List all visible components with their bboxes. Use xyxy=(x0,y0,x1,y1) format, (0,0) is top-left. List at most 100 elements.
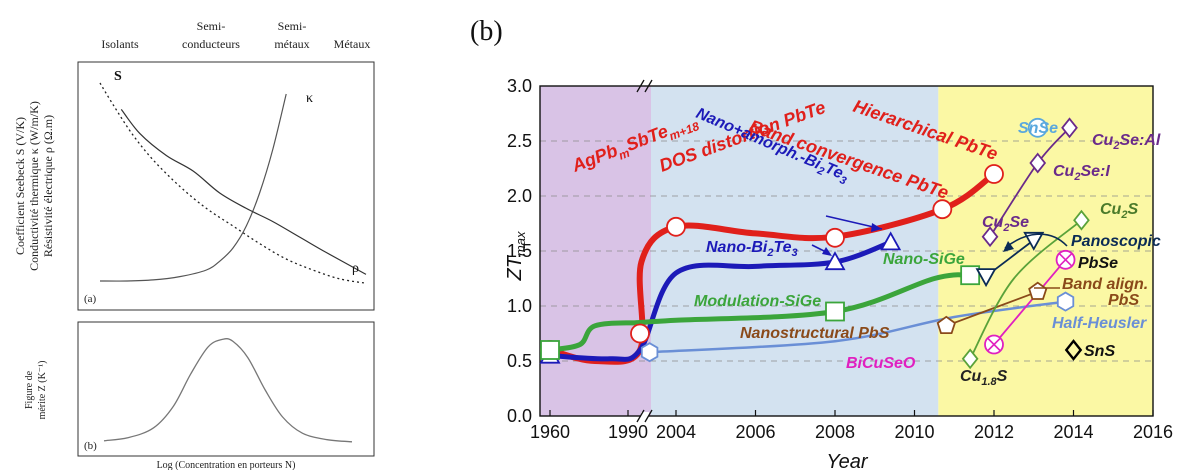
data-point xyxy=(666,216,686,237)
ylabel-z-2: mérite Z (K⁻¹) xyxy=(37,361,48,420)
label-band-align: Band align. xyxy=(1062,276,1148,293)
label-cu2se-al: Cu2Se:Al xyxy=(1092,132,1161,152)
y-axis-label: ZTmax xyxy=(504,231,528,281)
label-band-align-pbs: PbS xyxy=(1108,292,1139,309)
panel-a-frame xyxy=(77,61,375,311)
x-tick-label: 2010 xyxy=(894,422,934,442)
label-cu2se: Cu2Se xyxy=(982,214,1029,234)
x-tick-label: 2004 xyxy=(656,422,696,442)
data-point xyxy=(1023,231,1045,251)
panel-a: Isolants Semi- conducteurs Semi- métaux … xyxy=(13,19,375,311)
label-panoscopic: Panoscopic xyxy=(1071,233,1161,250)
data-point xyxy=(825,227,845,248)
region-label-semimetaux-1: Semi- xyxy=(278,19,307,33)
panel-b-left-label: (b) xyxy=(84,440,97,452)
x-tick-label: 2008 xyxy=(815,422,855,442)
y-tick-label: 2.0 xyxy=(507,186,532,206)
data-point xyxy=(936,315,956,335)
xlabel-concentration: Log (Concentration en porteurs N) xyxy=(157,460,296,470)
data-point-cross xyxy=(987,337,1001,352)
curve-label-rho: ρ xyxy=(352,261,359,276)
curve-kappa xyxy=(99,93,287,282)
trend-half-heusler xyxy=(648,300,1067,354)
data-point xyxy=(630,323,650,344)
axis-break-gap xyxy=(641,412,649,422)
data-point xyxy=(984,164,1004,184)
data-point xyxy=(640,342,659,363)
curve-rho xyxy=(120,109,367,275)
trend-sige xyxy=(547,272,973,353)
label-nanostructural-pbs: Nanostructural PbS xyxy=(740,325,890,342)
y-tick-label: 1.5 xyxy=(507,241,532,261)
region-label-semimetaux-2: métaux xyxy=(274,37,309,51)
label-cu18s: Cu1.8S xyxy=(960,368,1008,388)
label-bicuseo: BiCuSeO xyxy=(846,355,916,372)
panel-right-label: (b) xyxy=(470,16,503,47)
region-label-semiconducteurs-2: conducteurs xyxy=(182,37,240,51)
axes xyxy=(539,79,1154,423)
x-tick-label: 2016 xyxy=(1133,422,1173,442)
x-tick-label: 2006 xyxy=(735,422,775,442)
label-sns: SnS xyxy=(1084,343,1115,360)
arrow-head-nano-amorph xyxy=(871,223,882,232)
x-axis-label: Year xyxy=(826,451,868,470)
label-nano-sige: Nano-SiGe xyxy=(883,251,965,268)
x-tick-label: 1990 xyxy=(608,422,648,442)
curve-label-kappa: κ xyxy=(306,91,313,106)
y-tick-label: 0.0 xyxy=(507,406,532,426)
data-point xyxy=(1027,117,1048,138)
label-modulation-sige: Modulation-SiGe xyxy=(694,293,821,310)
panel-b-left: (b) Figure de mérite Z (K⁻¹) Log (Concen… xyxy=(24,321,375,470)
axis-break-mark xyxy=(644,79,653,93)
data-point xyxy=(540,340,560,360)
region-label-semiconducteurs-1: Semi- xyxy=(197,19,226,33)
y-tick-label: 0.5 xyxy=(507,351,532,371)
ylabel-rho: Résistivité électrique ρ (Ω.m) xyxy=(41,115,55,257)
y-tick-label: 2.5 xyxy=(507,131,532,151)
label-snse: SnSe xyxy=(1018,120,1058,137)
label-cu2se-i: Cu2Se:I xyxy=(1053,163,1110,183)
data-point xyxy=(824,251,846,271)
data-point xyxy=(1029,152,1047,174)
region-label-isolants: Isolants xyxy=(101,37,139,51)
curve-seebeck xyxy=(99,82,367,284)
curve-figure-of-merit xyxy=(103,338,353,443)
trend-cu2s xyxy=(969,219,1083,360)
data-point xyxy=(981,226,999,248)
data-point xyxy=(1061,117,1078,139)
data-point xyxy=(961,348,979,370)
x-tick-label: 1960 xyxy=(530,422,570,442)
annotations: AgPbmSbTem+18 DOS distortion PbTe Band c… xyxy=(568,96,1161,388)
annotation-arrows xyxy=(811,215,1068,289)
axis-break-mark xyxy=(644,409,653,423)
arrow-head-panoscopic xyxy=(1003,241,1014,252)
region-label-metaux: Métaux xyxy=(334,37,371,51)
x-tick-label: 2012 xyxy=(974,422,1014,442)
label-pbse: PbSe xyxy=(1078,255,1118,272)
panel-a-ylabels: Coefficient Seebeck S (V/K) Conductivité… xyxy=(13,101,55,271)
data-point xyxy=(975,268,997,288)
panel-zt: (b) 0.0 0.5 1.0 1.5 2.0 2.5 3.0 1960 1990 2004 200… xyxy=(470,16,1173,470)
label-half-heusler: Half-Heusler xyxy=(1052,315,1147,332)
ylabel-z-1: Figure de xyxy=(24,370,35,409)
data-point xyxy=(960,265,981,286)
arrow-panoscopic xyxy=(1004,233,1068,249)
data-point xyxy=(1056,291,1075,312)
data-point xyxy=(1064,339,1083,361)
axis-break-mark xyxy=(636,409,645,423)
y-tick-label: 1.0 xyxy=(507,296,532,316)
data-point xyxy=(880,231,902,251)
series-markers xyxy=(539,117,1090,370)
data-point-cross xyxy=(1058,253,1073,267)
x-tick-label: 2014 xyxy=(1053,422,1093,442)
data-point xyxy=(825,301,845,322)
label-nano-bi2te3: Nano-Bi2Te3 xyxy=(706,239,798,259)
ylabel-seebeck: Coefficient Seebeck S (V/K) xyxy=(13,117,27,255)
data-point xyxy=(1073,209,1090,231)
data-point xyxy=(932,199,953,220)
plot-frame xyxy=(539,85,1154,417)
y-tick-label: 3.0 xyxy=(507,76,532,96)
curve-label-S: S xyxy=(114,69,122,84)
label-cu2s: Cu2S xyxy=(1100,201,1138,221)
